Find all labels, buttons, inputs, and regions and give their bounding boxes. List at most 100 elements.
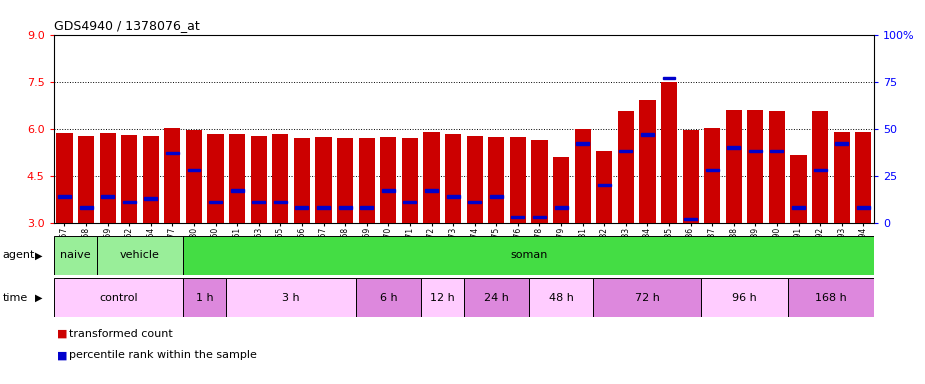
Bar — [510, 137, 526, 223]
Bar — [183, 278, 227, 317]
Text: agent: agent — [3, 250, 35, 260]
Bar — [121, 135, 137, 223]
Bar — [683, 130, 698, 223]
Bar — [253, 201, 265, 203]
Bar — [317, 207, 330, 209]
Bar — [188, 169, 201, 171]
Bar — [701, 278, 788, 317]
Bar — [142, 136, 159, 223]
Text: percentile rank within the sample: percentile rank within the sample — [69, 350, 257, 360]
Bar — [227, 278, 356, 317]
Bar — [856, 132, 871, 223]
Text: GDS4940 / 1378076_at: GDS4940 / 1378076_at — [54, 19, 200, 32]
Bar — [295, 207, 308, 209]
Bar — [445, 134, 462, 223]
Text: 48 h: 48 h — [549, 293, 574, 303]
Text: naive: naive — [60, 250, 91, 260]
Text: time: time — [3, 293, 28, 303]
Bar — [598, 184, 611, 186]
Bar — [466, 136, 483, 223]
Text: control: control — [99, 293, 138, 303]
Bar — [726, 110, 742, 223]
Bar — [97, 236, 183, 275]
Bar — [660, 82, 677, 223]
Text: 168 h: 168 h — [815, 293, 846, 303]
Bar — [339, 207, 352, 209]
Bar — [639, 101, 656, 223]
Bar — [812, 111, 828, 223]
Text: ■: ■ — [57, 350, 68, 360]
Text: 24 h: 24 h — [484, 293, 509, 303]
Bar — [166, 152, 179, 154]
Bar — [555, 207, 568, 209]
Bar — [684, 218, 697, 220]
Bar — [791, 155, 807, 223]
Text: 3 h: 3 h — [282, 293, 300, 303]
Bar — [337, 138, 353, 223]
Bar — [251, 136, 267, 223]
Bar — [512, 216, 524, 218]
Bar — [229, 134, 245, 223]
Bar — [771, 150, 783, 152]
Bar — [58, 195, 71, 198]
Bar — [230, 189, 243, 192]
Text: 96 h: 96 h — [733, 293, 757, 303]
Text: transformed count: transformed count — [69, 329, 173, 339]
Bar — [424, 132, 439, 223]
Bar — [662, 76, 675, 79]
Bar — [490, 195, 503, 198]
Bar — [101, 195, 114, 198]
Bar — [54, 236, 97, 275]
Bar — [403, 201, 416, 203]
Bar — [618, 111, 634, 223]
Bar — [833, 132, 850, 223]
Bar — [553, 157, 569, 223]
Bar — [769, 111, 785, 223]
Text: 12 h: 12 h — [430, 293, 455, 303]
Bar — [425, 189, 438, 192]
Bar — [531, 140, 548, 223]
Text: ▶: ▶ — [35, 250, 43, 260]
Bar — [792, 207, 805, 209]
Text: ▶: ▶ — [35, 293, 43, 303]
Bar — [78, 136, 94, 223]
Bar — [56, 133, 72, 223]
Bar — [359, 138, 375, 223]
Bar — [209, 201, 222, 203]
Text: vehicle: vehicle — [120, 250, 160, 260]
Bar — [533, 216, 546, 218]
Bar — [835, 142, 848, 145]
Text: soman: soman — [510, 250, 548, 260]
Bar — [594, 278, 701, 317]
Bar — [641, 133, 654, 136]
Bar — [463, 278, 529, 317]
Bar — [574, 129, 591, 223]
Bar — [80, 207, 93, 209]
Bar — [706, 169, 719, 171]
Bar — [272, 134, 289, 223]
Bar — [207, 134, 224, 223]
Bar — [596, 151, 612, 223]
Bar — [421, 278, 463, 317]
Bar — [360, 207, 373, 209]
Bar — [315, 137, 332, 223]
Bar — [123, 201, 136, 203]
Bar — [727, 146, 740, 149]
Bar — [576, 142, 589, 145]
Bar — [529, 278, 594, 317]
Bar — [447, 195, 460, 198]
Bar — [186, 129, 202, 223]
Bar — [814, 169, 827, 171]
Text: 72 h: 72 h — [635, 293, 660, 303]
Bar — [380, 137, 397, 223]
Bar — [294, 138, 310, 223]
Bar — [54, 278, 183, 317]
Bar — [165, 128, 180, 223]
Bar — [704, 128, 721, 223]
Bar — [183, 236, 874, 275]
Bar — [468, 201, 481, 203]
Text: 6 h: 6 h — [379, 293, 397, 303]
Text: 1 h: 1 h — [196, 293, 214, 303]
Bar — [401, 138, 418, 223]
Bar — [749, 150, 762, 152]
